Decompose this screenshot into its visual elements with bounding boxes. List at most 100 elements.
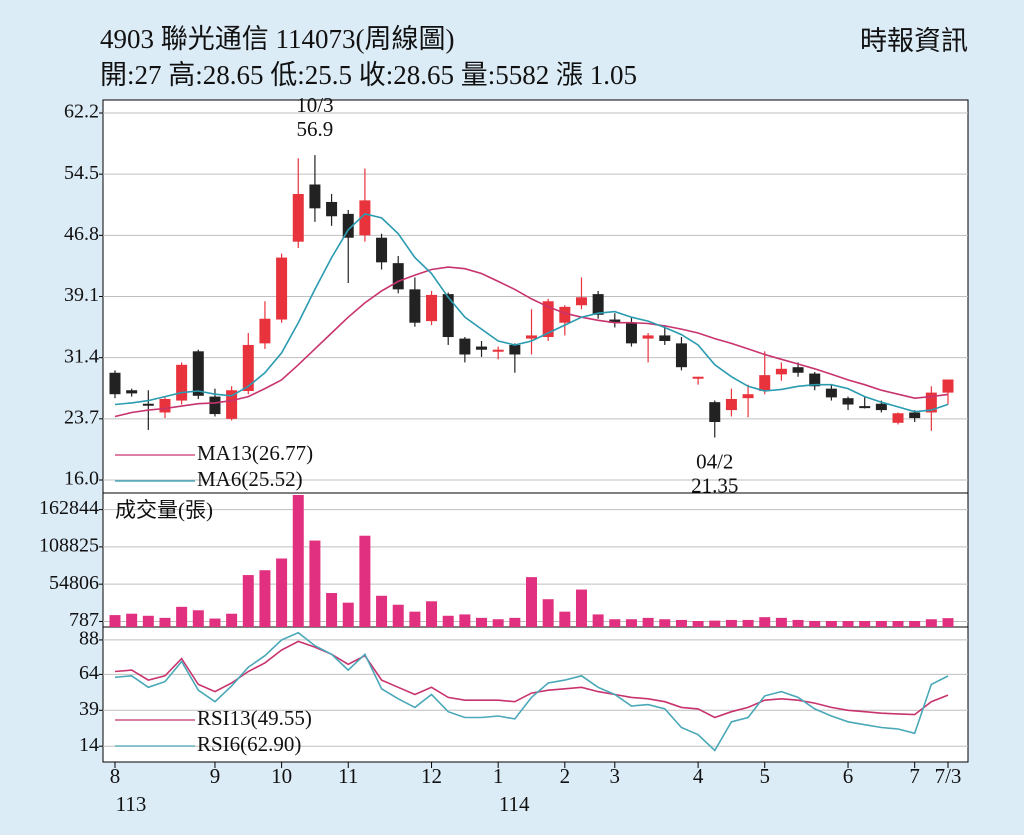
y-tick-label: 46.8 bbox=[64, 223, 99, 245]
line-series bbox=[114, 266, 949, 418]
line-series bbox=[114, 213, 949, 413]
x-tick-label: 9 bbox=[210, 764, 221, 788]
line-series bbox=[114, 640, 949, 719]
candle-body bbox=[825, 388, 837, 398]
volume-bar bbox=[476, 617, 488, 627]
candle-body bbox=[675, 343, 687, 368]
volume-bar bbox=[526, 577, 537, 627]
annotation-value: 21.35 bbox=[691, 473, 738, 497]
candle-body bbox=[592, 294, 604, 315]
y-tick-label: 162844 bbox=[39, 497, 99, 519]
y-tick-label: 16.0 bbox=[64, 468, 99, 490]
candle-body bbox=[426, 294, 438, 322]
candle-body bbox=[509, 344, 521, 355]
candle-body bbox=[442, 294, 454, 338]
y-tick-label: 31.4 bbox=[64, 345, 99, 367]
candle-body bbox=[809, 373, 821, 387]
volume-bar bbox=[609, 619, 621, 627]
candle-body bbox=[392, 263, 404, 290]
volume-bar bbox=[242, 575, 254, 627]
candle-body bbox=[242, 344, 254, 392]
x-tick-label: 4 bbox=[693, 764, 704, 788]
candle-body bbox=[276, 257, 288, 320]
volume-bar bbox=[942, 618, 954, 627]
candle-body bbox=[942, 379, 954, 393]
candle-body bbox=[909, 412, 921, 419]
volume-bar bbox=[692, 621, 704, 627]
volume-bar bbox=[409, 611, 421, 627]
volume-bar bbox=[925, 619, 937, 627]
candle-body bbox=[542, 301, 554, 338]
volume-bar bbox=[459, 614, 471, 627]
volume-bar bbox=[675, 619, 687, 627]
volume-bar bbox=[109, 615, 121, 627]
candle-body bbox=[159, 398, 171, 413]
volume-bar bbox=[209, 618, 221, 627]
candle-body bbox=[309, 184, 321, 209]
volume-bar bbox=[842, 621, 854, 627]
candle-body bbox=[725, 398, 737, 411]
line-series bbox=[114, 631, 949, 752]
volume-bar bbox=[309, 540, 321, 627]
candle-body bbox=[459, 338, 471, 355]
candle-body bbox=[342, 213, 354, 238]
x-tick-label: 7 bbox=[909, 764, 920, 788]
legend-label: RSI6(62.90) bbox=[197, 732, 301, 756]
x-tick-label: 1 bbox=[493, 764, 504, 788]
volume-bar bbox=[709, 620, 721, 627]
y-tick-label: 23.7 bbox=[64, 406, 99, 428]
volume-bar bbox=[226, 613, 238, 627]
candle-body bbox=[326, 201, 338, 217]
x-year-label: 114 bbox=[499, 792, 530, 816]
candle-body bbox=[742, 394, 754, 399]
x-tick-label: 12 bbox=[421, 764, 442, 788]
candle-body bbox=[625, 322, 637, 344]
volume-bar bbox=[176, 606, 188, 627]
volume-bar bbox=[592, 614, 604, 627]
candle-body bbox=[792, 367, 804, 373]
y-tick-label: 14 bbox=[79, 734, 99, 756]
volume-bar bbox=[359, 535, 371, 627]
volume-bar bbox=[892, 621, 904, 627]
volume-bar bbox=[142, 615, 154, 627]
candle-body bbox=[176, 364, 188, 401]
candle-body bbox=[709, 402, 721, 423]
x-tick-label: 6 bbox=[843, 764, 854, 788]
candle-body bbox=[892, 413, 904, 423]
x-tick-label: 2 bbox=[560, 764, 571, 788]
volume-bar bbox=[559, 611, 571, 627]
volume-bar bbox=[259, 570, 271, 627]
legend-label: MA13(26.77) bbox=[197, 441, 313, 465]
volume-bar bbox=[742, 619, 754, 627]
candle-body bbox=[559, 306, 571, 323]
volume-bar bbox=[292, 495, 304, 627]
volume-bar bbox=[659, 619, 671, 627]
candle-body bbox=[376, 237, 388, 263]
panel-title: 成交量(張) bbox=[115, 498, 213, 522]
candle-body bbox=[575, 297, 587, 306]
annotation-value: 56.9 bbox=[297, 117, 334, 141]
volume-bar bbox=[492, 619, 504, 627]
y-tick-label: 54806 bbox=[49, 572, 99, 594]
annotation-date: 04/2 bbox=[696, 449, 733, 473]
y-tick-label: 108825 bbox=[39, 534, 99, 556]
volume-bar bbox=[859, 621, 871, 627]
volume-bar bbox=[342, 602, 354, 627]
volume-bar bbox=[159, 617, 171, 627]
y-tick-label: 64 bbox=[79, 662, 99, 684]
x-tick-label: 3 bbox=[610, 764, 621, 788]
candle-body bbox=[226, 390, 238, 419]
candle-body bbox=[492, 349, 504, 352]
candle-body bbox=[142, 403, 154, 406]
volume-bar bbox=[875, 621, 887, 627]
annotation-date: 10/3 bbox=[296, 93, 333, 117]
volume-bar bbox=[775, 617, 787, 627]
candle-body bbox=[192, 351, 204, 396]
candle-body bbox=[659, 335, 671, 341]
y-tick-label: 787 bbox=[69, 609, 99, 631]
legend-label: MA6(25.52) bbox=[197, 467, 303, 491]
y-tick-label: 88 bbox=[79, 628, 99, 650]
candle-body bbox=[842, 398, 854, 405]
volume-bar bbox=[792, 619, 804, 627]
x-tick-label: 5 bbox=[759, 764, 770, 788]
